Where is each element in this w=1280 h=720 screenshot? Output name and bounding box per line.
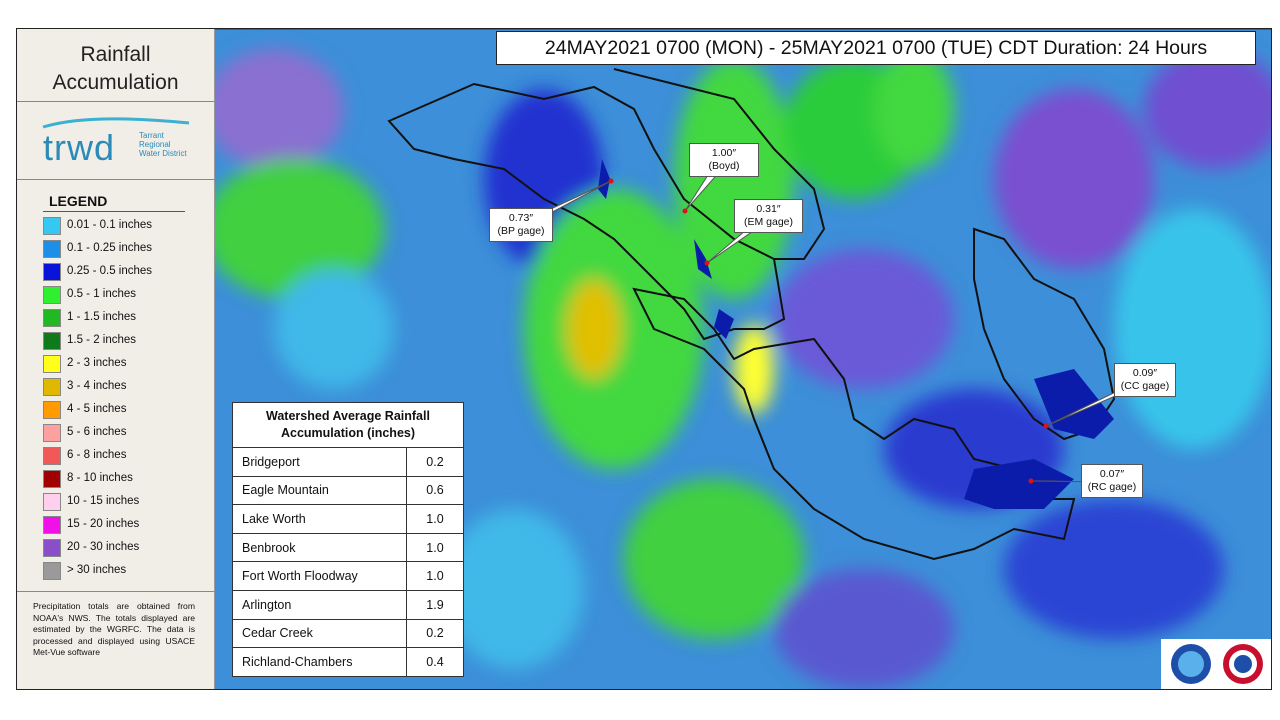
legend-swatch <box>43 217 61 235</box>
table-row: Arlington 1.9 <box>232 589 464 620</box>
table-row: Eagle Mountain 0.6 <box>232 475 464 506</box>
callout-value: 0.31″ <box>756 203 781 215</box>
watershed-name: Lake Worth <box>232 504 407 534</box>
gage-dot <box>682 208 688 214</box>
legend-label: 3 - 4 inches <box>67 380 127 392</box>
logo-subtitle: Tarrant Regional Water District <box>139 131 187 158</box>
legend-swatch <box>43 378 61 396</box>
callout: 1.00″ (Boyd) <box>689 143 759 177</box>
watershed-name: Eagle Mountain <box>232 475 407 506</box>
frame: Rainfall Accumulation trwd Tarrant Regio… <box>16 28 1272 690</box>
callout: 0.31″ (EM gage) <box>734 199 803 233</box>
legend-rule <box>43 211 185 212</box>
legend-label: 1 - 1.5 inches <box>67 311 137 323</box>
table-row: Cedar Creek 0.2 <box>232 618 464 649</box>
legend-swatch <box>43 355 61 373</box>
callout-value: 0.73″ <box>508 212 534 224</box>
watershed-table: Watershed Average Rainfall Accumulation … <box>232 402 464 677</box>
table-title: Watershed Average Rainfall Accumulation … <box>232 402 464 448</box>
callout: 0.73″ (BP gage) <box>489 208 553 242</box>
rainfall-value: 1.9 <box>406 589 464 620</box>
logo-icons <box>1171 644 1263 684</box>
callout-value: 1.00″ <box>711 147 737 159</box>
legend-swatch <box>43 539 61 557</box>
table-row: Bridgeport 0.2 <box>232 447 464 477</box>
legend-swatch <box>43 447 61 465</box>
rainfall-value: 0.6 <box>406 475 464 506</box>
callout-label: (EM gage) <box>743 216 794 228</box>
watershed-name: Bridgeport <box>232 447 407 477</box>
rainfall-map <box>214 29 1271 689</box>
rainfall-value: 0.2 <box>406 618 464 649</box>
legend-label: 20 - 30 inches <box>67 541 140 553</box>
callout: 0.07″ (RC gage) <box>1081 464 1143 498</box>
sidebar-title: Rainfall Accumulation <box>52 43 179 94</box>
callout-value: 0.09″ <box>1132 367 1158 379</box>
gage-dot <box>1028 478 1034 484</box>
legend-swatch <box>43 263 61 281</box>
watershed-name: Arlington <box>232 589 407 620</box>
legend-swatch <box>43 493 61 511</box>
note: Precipitation totals are obtained from N… <box>33 601 195 657</box>
legend-title: LEGEND <box>49 193 108 209</box>
callout-value: 0.07″ <box>1099 468 1125 480</box>
watershed-name: Fort Worth Floodway <box>232 561 407 591</box>
rainfall-value: 0.4 <box>406 647 464 677</box>
agency-logos <box>1161 639 1271 689</box>
callout-label: (RC gage) <box>1087 481 1137 493</box>
rainfall-value: 1.0 <box>406 504 464 534</box>
gage-dot <box>704 260 710 266</box>
table-row: Benbrook 1.0 <box>232 532 464 563</box>
watershed-name: Benbrook <box>232 532 407 563</box>
table-row: Richland-Chambers 0.4 <box>232 647 464 677</box>
divider <box>17 179 214 180</box>
legend-label: 5 - 6 inches <box>67 426 127 438</box>
legend-label: > 30 inches <box>67 564 127 576</box>
divider <box>17 591 214 592</box>
legend-swatch <box>43 516 61 534</box>
legend-label: 8 - 10 inches <box>67 472 133 484</box>
legend-swatch <box>43 562 61 580</box>
legend-label: 0.1 - 0.25 inches <box>67 242 153 254</box>
callout-label: (BP gage) <box>497 225 545 237</box>
legend-swatch <box>43 286 61 304</box>
legend-swatch <box>43 240 61 258</box>
table-row: Fort Worth Floodway 1.0 <box>232 561 464 591</box>
rainfall-value: 0.2 <box>406 447 464 477</box>
legend-label: 0.25 - 0.5 inches <box>67 265 153 277</box>
logo: trwd Tarrant Regional Water District <box>39 113 199 173</box>
callout-label: (Boyd) <box>708 160 740 172</box>
rainfall-value: 1.0 <box>406 532 464 563</box>
rainfall-value: 1.0 <box>406 561 464 591</box>
legend-swatch <box>43 332 61 350</box>
legend-label: 0.01 - 0.1 inches <box>67 219 153 231</box>
logo-wave <box>42 117 190 129</box>
gage-dot <box>608 178 614 184</box>
table-row: Lake Worth 1.0 <box>232 504 464 534</box>
legend-label: 10 - 15 inches <box>67 495 140 507</box>
legend-swatch <box>43 470 61 488</box>
callout-label: (CC gage) <box>1120 380 1170 392</box>
legend-label: 1.5 - 2 inches <box>67 334 137 346</box>
callout: 0.09″ (CC gage) <box>1114 363 1176 397</box>
legend-label: 0.5 - 1 inches <box>67 288 137 300</box>
legend-label: 6 - 8 inches <box>67 449 127 461</box>
legend-label: 2 - 3 inches <box>67 357 127 369</box>
sidebar: Rainfall Accumulation trwd Tarrant Regio… <box>17 29 215 689</box>
header-title: 24MAY2021 0700 (MON) - 25MAY2021 0700 (T… <box>496 31 1256 65</box>
legend-swatch <box>43 309 61 327</box>
logo-name: trwd <box>43 127 116 168</box>
legend-swatch <box>43 401 61 419</box>
divider <box>17 101 214 102</box>
legend-label: 4 - 5 inches <box>67 403 127 415</box>
gage-dot <box>1043 423 1049 429</box>
legend-swatch <box>43 424 61 442</box>
legend-label: 15 - 20 inches <box>67 518 140 530</box>
watershed-name: Cedar Creek <box>232 618 407 649</box>
watershed-name: Richland-Chambers <box>232 647 407 677</box>
